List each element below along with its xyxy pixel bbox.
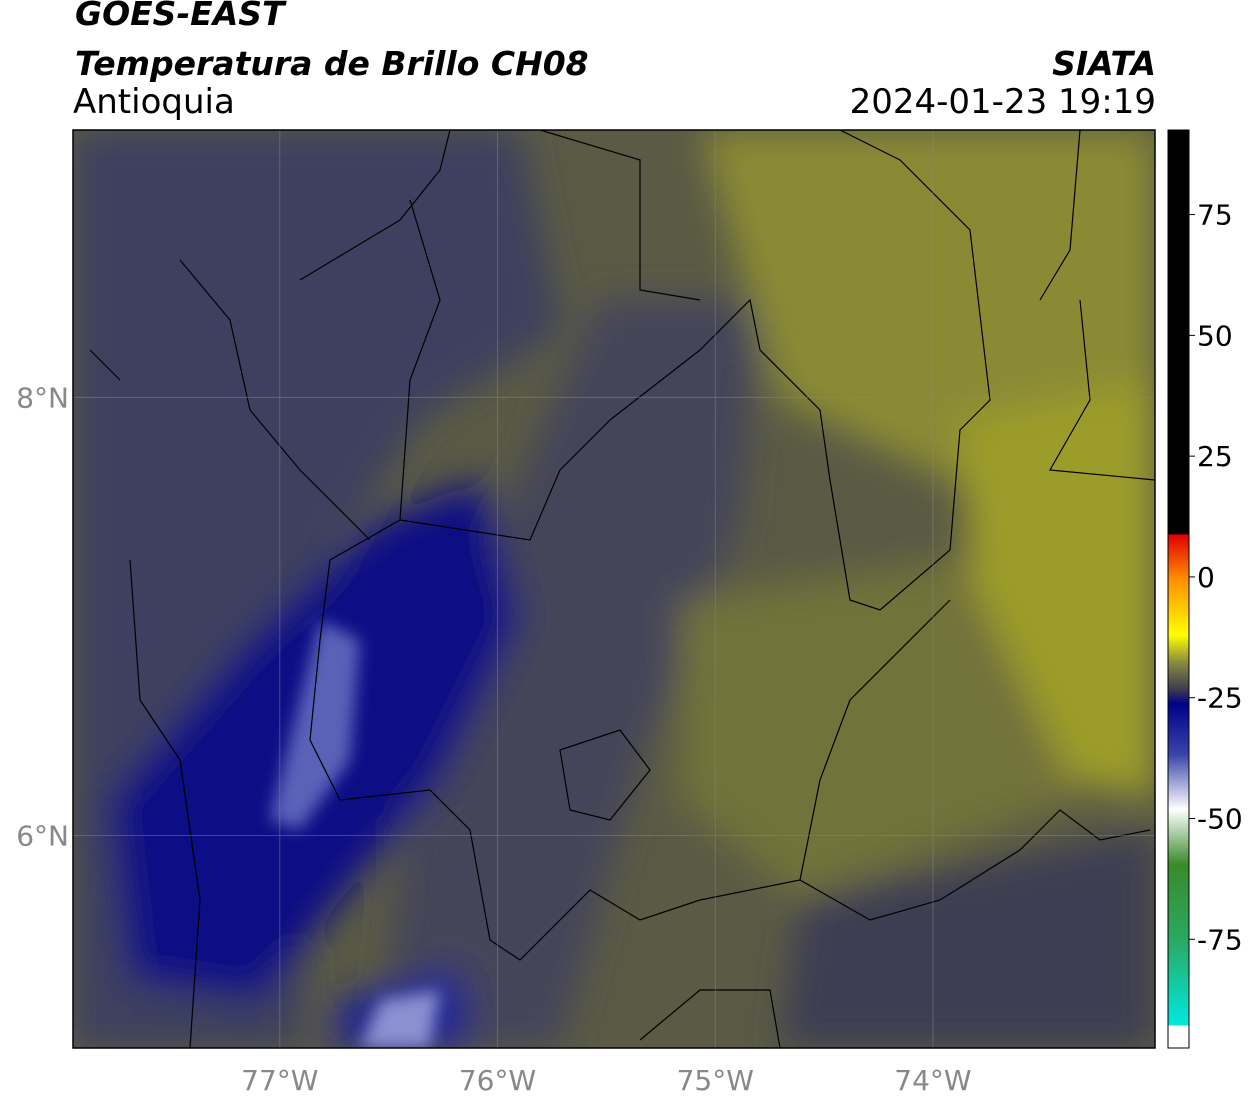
colorbar [1167, 129, 1190, 1049]
y-tick-label: 8°N [16, 381, 69, 414]
source: SIATA [1052, 44, 1156, 83]
x-tick-label: 77°W [241, 1064, 318, 1097]
x-tick-label: 75°W [677, 1064, 754, 1097]
colorbar-tick-label: 0 [1197, 561, 1215, 594]
datetime: 2024-01-23 19:19 [849, 82, 1156, 122]
subtitle: Temperatura de Brillo CH08 [75, 44, 589, 83]
boundaries [89, 130, 1155, 1048]
map-frame [72, 129, 1156, 1049]
region: Antioquia [73, 82, 235, 122]
colorbar-tick-label: 25 [1197, 440, 1233, 473]
x-tick-label: 76°W [459, 1064, 536, 1097]
satellite-image [73, 130, 1155, 1048]
colorbar-tick-label: 75 [1197, 199, 1233, 232]
x-tick-label: 74°W [894, 1064, 971, 1097]
colorbar-tick-label: -50 [1197, 803, 1243, 836]
y-tick-label: 6°N [16, 819, 69, 852]
colorbar-tick-label: 50 [1197, 319, 1233, 352]
title: GOES-EAST [75, 0, 285, 33]
colorbar-tick-label: -75 [1197, 923, 1243, 956]
colorbar-tick-label: -25 [1197, 682, 1243, 715]
